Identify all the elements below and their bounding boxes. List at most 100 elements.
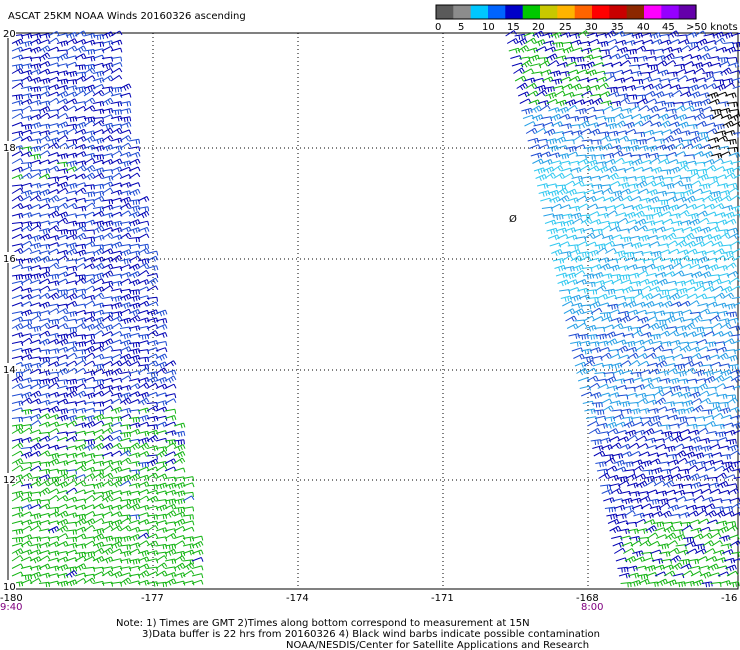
wind-barb bbox=[706, 221, 718, 227]
wind-barb bbox=[173, 506, 185, 513]
wind-barb bbox=[524, 37, 537, 44]
wind-barb bbox=[595, 461, 607, 468]
wind-barb bbox=[137, 397, 150, 406]
wind-barb bbox=[65, 248, 78, 256]
wind-barb bbox=[56, 338, 69, 346]
wind-barb bbox=[655, 443, 667, 449]
wind-barb bbox=[29, 225, 42, 232]
wind-barb bbox=[146, 429, 159, 436]
wind-barb bbox=[601, 187, 613, 194]
wind-barb bbox=[182, 482, 195, 488]
wind-barb bbox=[664, 60, 677, 67]
wind-barb bbox=[191, 557, 204, 562]
wind-barb bbox=[567, 244, 579, 250]
wind-barb bbox=[539, 104, 551, 112]
wind-barb bbox=[587, 122, 599, 128]
wind-barb bbox=[29, 195, 42, 202]
wind-barb bbox=[660, 341, 672, 347]
wind-barb bbox=[20, 189, 33, 197]
wind-barb bbox=[633, 339, 645, 346]
wind-barb bbox=[647, 279, 659, 287]
wind-barb bbox=[615, 429, 628, 435]
wind-barb bbox=[110, 280, 123, 287]
wind-barb bbox=[128, 438, 141, 444]
wind-barb bbox=[110, 315, 123, 322]
wind-barb bbox=[680, 391, 692, 399]
wind-barb bbox=[65, 265, 78, 272]
wind-barb bbox=[568, 205, 581, 212]
wind-barb bbox=[92, 316, 105, 324]
wind-barb bbox=[714, 255, 727, 262]
wind-barb bbox=[119, 121, 132, 128]
wind-barb bbox=[56, 379, 68, 385]
wind-barb bbox=[557, 279, 569, 287]
wind-barb bbox=[568, 33, 580, 39]
wind-barb bbox=[604, 75, 617, 82]
wind-barb bbox=[570, 83, 583, 91]
wind-barb bbox=[579, 41, 591, 47]
wind-barb bbox=[702, 240, 715, 247]
wind-barb bbox=[47, 435, 60, 442]
wind-barb bbox=[164, 578, 177, 586]
wind-barb bbox=[722, 338, 735, 345]
wind-barb bbox=[722, 120, 734, 128]
wind-barb bbox=[92, 518, 105, 524]
wind-barb bbox=[92, 533, 105, 541]
wind-barb bbox=[155, 332, 168, 338]
wind-barb bbox=[569, 294, 582, 302]
legend-swatch bbox=[626, 5, 645, 19]
wind-barb bbox=[703, 503, 716, 510]
wind-barb bbox=[11, 108, 24, 114]
wind-barb bbox=[146, 558, 159, 564]
wind-barb bbox=[664, 191, 676, 197]
wind-barb bbox=[699, 271, 712, 279]
wind-barb bbox=[605, 338, 618, 346]
wind-barb bbox=[137, 279, 150, 286]
wind-barb bbox=[29, 153, 42, 160]
wind-barb bbox=[92, 48, 105, 54]
wind-barb bbox=[682, 189, 695, 197]
wind-barb bbox=[74, 53, 87, 60]
wind-barb bbox=[695, 120, 707, 127]
wind-barb bbox=[686, 378, 698, 384]
wind-barb bbox=[658, 502, 671, 509]
wind-barb bbox=[101, 315, 114, 322]
wind-barb bbox=[586, 334, 598, 340]
wind-barb bbox=[637, 316, 649, 324]
wind-barb bbox=[119, 353, 132, 361]
wind-barb bbox=[667, 30, 679, 38]
wind-barb bbox=[705, 128, 718, 135]
wind-barb bbox=[128, 354, 141, 362]
wind-barb bbox=[724, 303, 736, 310]
wind-barb bbox=[119, 397, 132, 405]
wind-barb bbox=[584, 324, 597, 332]
wind-barb bbox=[583, 315, 595, 322]
wind-barb bbox=[548, 234, 560, 241]
wind-barb bbox=[110, 158, 123, 165]
wind-barb bbox=[74, 555, 87, 562]
wind-barb bbox=[725, 182, 738, 189]
wind-barb bbox=[633, 384, 646, 390]
wind-barb bbox=[191, 565, 204, 571]
wind-barb bbox=[526, 90, 539, 97]
wind-barb bbox=[603, 416, 616, 422]
wind-barb bbox=[563, 308, 576, 315]
wind-barb bbox=[119, 249, 132, 257]
wind-barb bbox=[110, 47, 123, 53]
wind-barb bbox=[624, 211, 636, 219]
wind-barb bbox=[20, 240, 33, 247]
wind-barb bbox=[137, 226, 150, 233]
wind-barb bbox=[689, 180, 702, 187]
wind-barb bbox=[708, 401, 720, 408]
wind-barb bbox=[38, 60, 51, 67]
wind-barb bbox=[712, 374, 725, 383]
wind-barb bbox=[11, 274, 23, 280]
wind-barb bbox=[730, 32, 740, 37]
wind-barb bbox=[676, 504, 689, 510]
wind-barb bbox=[137, 325, 150, 331]
wind-barb bbox=[164, 558, 177, 565]
wind-barb bbox=[128, 279, 141, 287]
wind-barb bbox=[631, 330, 643, 337]
wind-barb bbox=[11, 54, 24, 61]
wind-barb bbox=[699, 397, 712, 404]
